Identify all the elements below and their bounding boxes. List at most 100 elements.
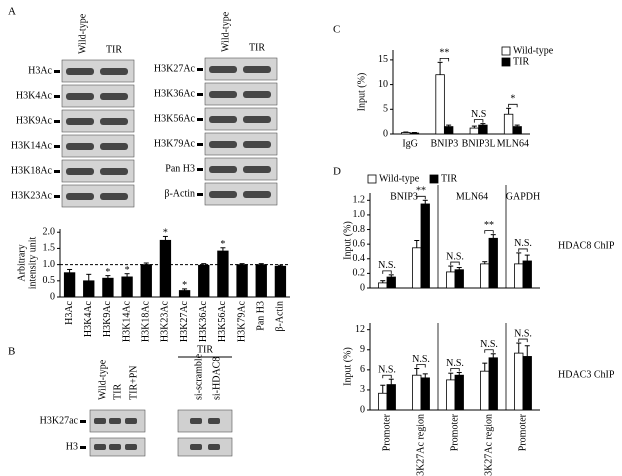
x-tick-label: H3K56Ac [217, 300, 228, 342]
y-tick-label: 0.6 [353, 238, 366, 249]
bar [378, 392, 388, 411]
significance-label: N.S. [446, 251, 464, 262]
band [190, 444, 202, 450]
row-marker [197, 68, 203, 71]
band [109, 444, 121, 450]
group-label: TIR [197, 344, 213, 355]
band [209, 66, 237, 73]
row-label: H3K4Ac [16, 90, 53, 101]
bar [503, 113, 514, 135]
significance-label: * [182, 280, 187, 291]
x-tick-label: Promoter [517, 413, 528, 451]
significance-bracket [416, 364, 426, 368]
x-tick-label: H3K36Ac [198, 300, 209, 342]
bar [102, 277, 114, 298]
bar [198, 264, 210, 298]
blot-strip [177, 409, 233, 433]
bar [255, 264, 267, 298]
blot-strip [204, 57, 278, 81]
row-marker [80, 446, 86, 449]
y-tick-label: 0 [360, 282, 365, 293]
row-label: H3K79Ac [154, 138, 196, 149]
panel-label: B [8, 346, 15, 358]
bar [63, 272, 76, 298]
x-tick-label: IgG [402, 138, 418, 149]
bar [454, 269, 464, 289]
blot-strip [204, 157, 278, 181]
bar [83, 280, 95, 298]
band [66, 193, 94, 200]
band [66, 68, 94, 75]
x-tick-label: MLN64 [497, 138, 529, 149]
x-tick-label: H3Ac [64, 300, 75, 324]
row-marker [54, 95, 60, 98]
band [209, 166, 237, 173]
row-marker [54, 195, 60, 198]
y-axis-label: Input (%) [356, 73, 367, 112]
significance-bracket [518, 248, 528, 252]
bar [469, 127, 480, 135]
x-tick-label: H3K79Ac [236, 300, 247, 342]
lane-label: TIR [112, 384, 123, 400]
band [243, 166, 271, 173]
blot-strip [204, 132, 278, 156]
bar [488, 237, 498, 289]
y-tick-label: 3 [360, 384, 365, 395]
lane-label: Wild-type [97, 359, 108, 400]
bar [480, 370, 490, 411]
group-label: BNIP3 [390, 191, 418, 202]
x-tick-label: BNIP3 [430, 138, 458, 149]
band [209, 191, 237, 198]
row-marker [197, 93, 203, 96]
x-tick-label: H3K9Ac [102, 300, 113, 337]
band [100, 143, 128, 150]
significance-label: N.S [471, 109, 486, 120]
bar [522, 260, 532, 289]
row-marker [197, 118, 203, 121]
y-tick-label: 0.5 [43, 275, 56, 286]
bar [478, 124, 488, 135]
legend-label: TIR [513, 56, 529, 67]
blot-strip [204, 82, 278, 106]
row-label: H3K36Ac [154, 88, 196, 99]
blot-strip [204, 107, 278, 131]
row-label: H3 [66, 441, 78, 452]
y-axis-label: Input (%) [342, 347, 353, 386]
y-tick-label: 0 [50, 291, 55, 302]
bar [386, 384, 396, 411]
blot-strip [204, 182, 278, 206]
significance-bracket [416, 195, 426, 200]
significance-label: N.S. [514, 328, 532, 339]
y-tick-label: 0.8 [353, 224, 366, 235]
band [100, 118, 128, 125]
bar [446, 271, 456, 289]
y-tick-label: 12 [355, 324, 365, 335]
significance-bracket [484, 349, 494, 353]
significance-label: N.S. [514, 238, 532, 249]
x-tick-label: H3K27Ac region [483, 414, 494, 476]
legend-swatch [367, 174, 377, 184]
band [125, 418, 137, 424]
significance-label: ** [439, 48, 449, 59]
panel-label: C [333, 24, 340, 36]
bar [514, 352, 524, 411]
bar [386, 276, 396, 289]
band [243, 141, 271, 148]
bar [121, 276, 133, 298]
x-tick-label: β-Actin [275, 301, 286, 332]
band [209, 116, 237, 123]
bar [446, 379, 456, 411]
y-tick-label: 10 [378, 79, 388, 90]
row-marker [197, 193, 203, 196]
band [66, 143, 94, 150]
bar [435, 74, 445, 135]
row-label: β-Actin [164, 188, 195, 199]
band [66, 93, 94, 100]
y-tick-label: 1.2 [353, 195, 366, 206]
band [94, 444, 106, 450]
y-tick-label: 1.0 [353, 209, 366, 220]
row-label: H3K56Ac [154, 113, 196, 124]
y-tick-label: 5 [383, 104, 388, 115]
bar [522, 356, 532, 411]
